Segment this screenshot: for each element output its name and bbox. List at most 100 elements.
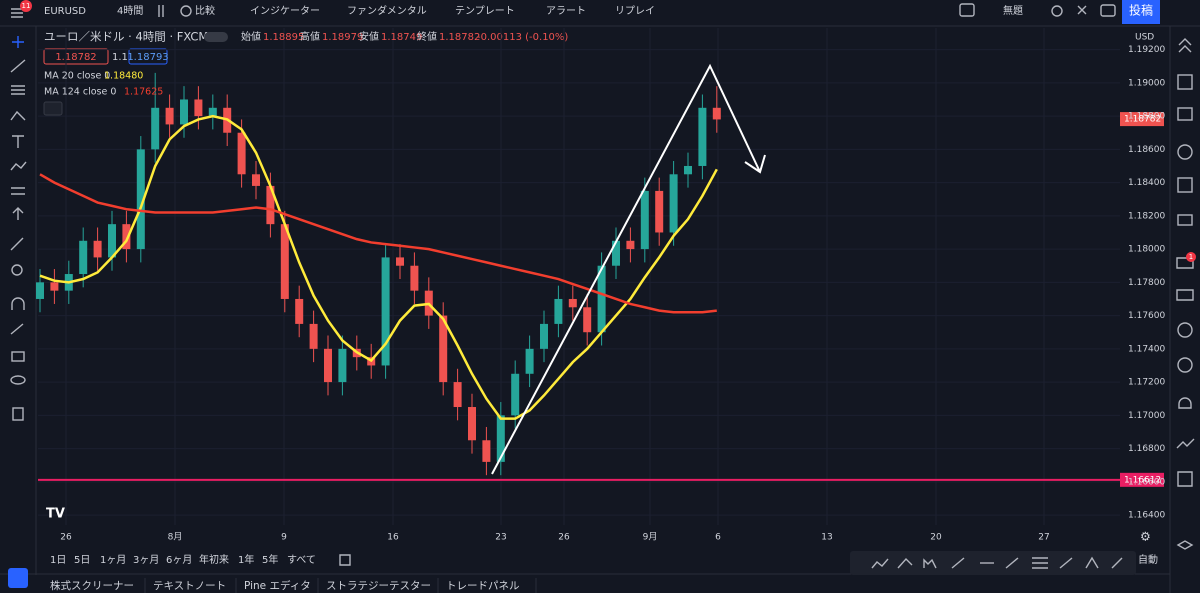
y-tick-label: 1.18600 — [1128, 145, 1165, 155]
x-tick-label: 16 — [387, 533, 399, 543]
logo: TV — [46, 507, 65, 522]
ma-value: 1.18480 — [104, 71, 143, 82]
candle-body — [396, 257, 404, 266]
favorite-icons[interactable] — [871, 556, 1123, 569]
toolbar-item[interactable]: インジケーター — [250, 5, 320, 17]
y-tick-label: 1.18800 — [1128, 112, 1165, 122]
panel-tab[interactable]: テキストノート — [153, 580, 226, 592]
candle-body — [554, 298, 563, 324]
ma-name: MA 20 close 0 — [44, 71, 110, 82]
collapse-button[interactable] — [43, 101, 63, 116]
candle-body — [439, 315, 448, 383]
toolbar-item[interactable]: ファンダメンタル — [347, 4, 427, 17]
y-tick-label: 1.18200 — [1128, 211, 1165, 221]
candle-body — [93, 240, 102, 258]
candle-body — [712, 107, 721, 120]
currency[interactable]: USD — [1135, 33, 1154, 43]
range-button[interactable]: 5日 — [74, 555, 90, 566]
y-tick-label: 1.16800 — [1128, 444, 1165, 454]
candle-body — [525, 348, 534, 374]
panel-tab[interactable]: トレードパネル — [446, 580, 520, 592]
candle-body — [237, 132, 246, 175]
candle-body — [309, 323, 318, 349]
candle-body — [583, 307, 592, 333]
candle-body — [324, 348, 332, 383]
range-button[interactable]: 1日 — [50, 555, 66, 566]
x-tick-label: 20 — [930, 533, 942, 543]
candle-body — [468, 407, 476, 441]
candle-body — [79, 240, 88, 275]
top-toolbar — [0, 0, 1200, 26]
layout-name[interactable]: 無題 — [1003, 4, 1023, 17]
ma-value: 1.17625 — [124, 87, 163, 98]
candle-body — [280, 224, 289, 299]
y-tick-label: 1.17200 — [1128, 378, 1165, 388]
candle-body — [669, 174, 678, 233]
candle-body — [180, 99, 188, 125]
change: -0.00113 (-0.10%) — [477, 32, 568, 43]
candle-body — [496, 415, 505, 462]
legend-value: 1.18782 — [439, 32, 480, 43]
legend-value: 1.18895 — [263, 32, 304, 43]
candle-body — [684, 165, 692, 175]
toolbar-item[interactable]: アラート — [546, 5, 586, 17]
date-range-icon[interactable] — [339, 554, 351, 566]
candle-body — [165, 107, 174, 125]
panel-tab[interactable]: Pine エディタ — [244, 579, 311, 592]
publish-button[interactable] — [1122, 0, 1160, 24]
star-button[interactable] — [8, 568, 28, 588]
x-tick-label: 27 — [1038, 533, 1049, 543]
ma-line — [39, 173, 717, 314]
y-tick-label: 1.19200 — [1128, 45, 1165, 55]
candle-body — [108, 224, 116, 258]
side-badge-count: 1 — [1189, 253, 1193, 261]
range-button[interactable]: 1年 — [238, 553, 254, 566]
toolbar-icons[interactable] — [158, 4, 1116, 17]
legend-label: 始値 — [241, 30, 261, 43]
range-button[interactable]: 1ヶ月 — [100, 554, 126, 566]
legend-title: ユーロ／米ドル · 4時間 · FXCM — [44, 30, 208, 44]
y-tick-label: 1.16600 — [1128, 477, 1165, 487]
candle-body — [612, 240, 620, 266]
ask-box[interactable] — [128, 48, 168, 65]
y-tick-label: 1.16400 — [1128, 511, 1165, 521]
range-button[interactable]: 5年 — [262, 553, 278, 566]
x-tick-label: 6 — [715, 533, 721, 543]
x-tick-label: 26 — [558, 533, 570, 543]
symbol[interactable]: EURUSD — [44, 6, 86, 17]
layout-icon[interactable] — [959, 3, 975, 17]
x-tick-label: 13 — [821, 533, 832, 543]
candle-body — [698, 107, 707, 166]
toggle[interactable] — [204, 32, 228, 42]
legend-value: 1.18749 — [381, 32, 422, 43]
range-button[interactable]: 年初来 — [199, 553, 229, 566]
candle-body — [568, 298, 577, 308]
drawn-arrow[interactable] — [491, 63, 766, 475]
sidebar-icons[interactable] — [1176, 38, 1195, 550]
bid: 1.18782 — [55, 52, 96, 63]
auto-scale[interactable]: 自動 — [1138, 553, 1158, 566]
range-button[interactable]: 3ヶ月 — [133, 554, 159, 566]
hline-label: 1.16612 — [1124, 475, 1161, 485]
candle-body — [540, 323, 548, 349]
candle-body — [295, 298, 304, 324]
x-tick-label: 26 — [60, 533, 72, 543]
candle-body — [338, 348, 347, 383]
settings-gear[interactable]: ⚙ — [1140, 530, 1151, 544]
candle-body — [482, 440, 491, 462]
y-tick-label: 1.18000 — [1128, 245, 1165, 255]
panel-tab[interactable]: 株式スクリーナー — [50, 579, 134, 592]
range-button[interactable]: 6ヶ月 — [166, 554, 192, 566]
candle-body — [136, 149, 145, 250]
drawing-tools[interactable] — [10, 36, 27, 421]
legend-label: 安値 — [359, 30, 379, 43]
interval[interactable]: 4時間 — [117, 5, 143, 17]
panel-tab[interactable]: ストラテジーテスター — [326, 580, 431, 592]
badge-count: 11 — [22, 2, 31, 10]
bid-box[interactable] — [43, 48, 109, 65]
toolbar-item[interactable]: リプレイ — [615, 5, 655, 17]
toolbar-item[interactable]: 比較 — [195, 4, 215, 17]
toolbar-item[interactable]: テンプレート — [455, 5, 515, 17]
range-button[interactable]: すべて — [287, 554, 316, 566]
